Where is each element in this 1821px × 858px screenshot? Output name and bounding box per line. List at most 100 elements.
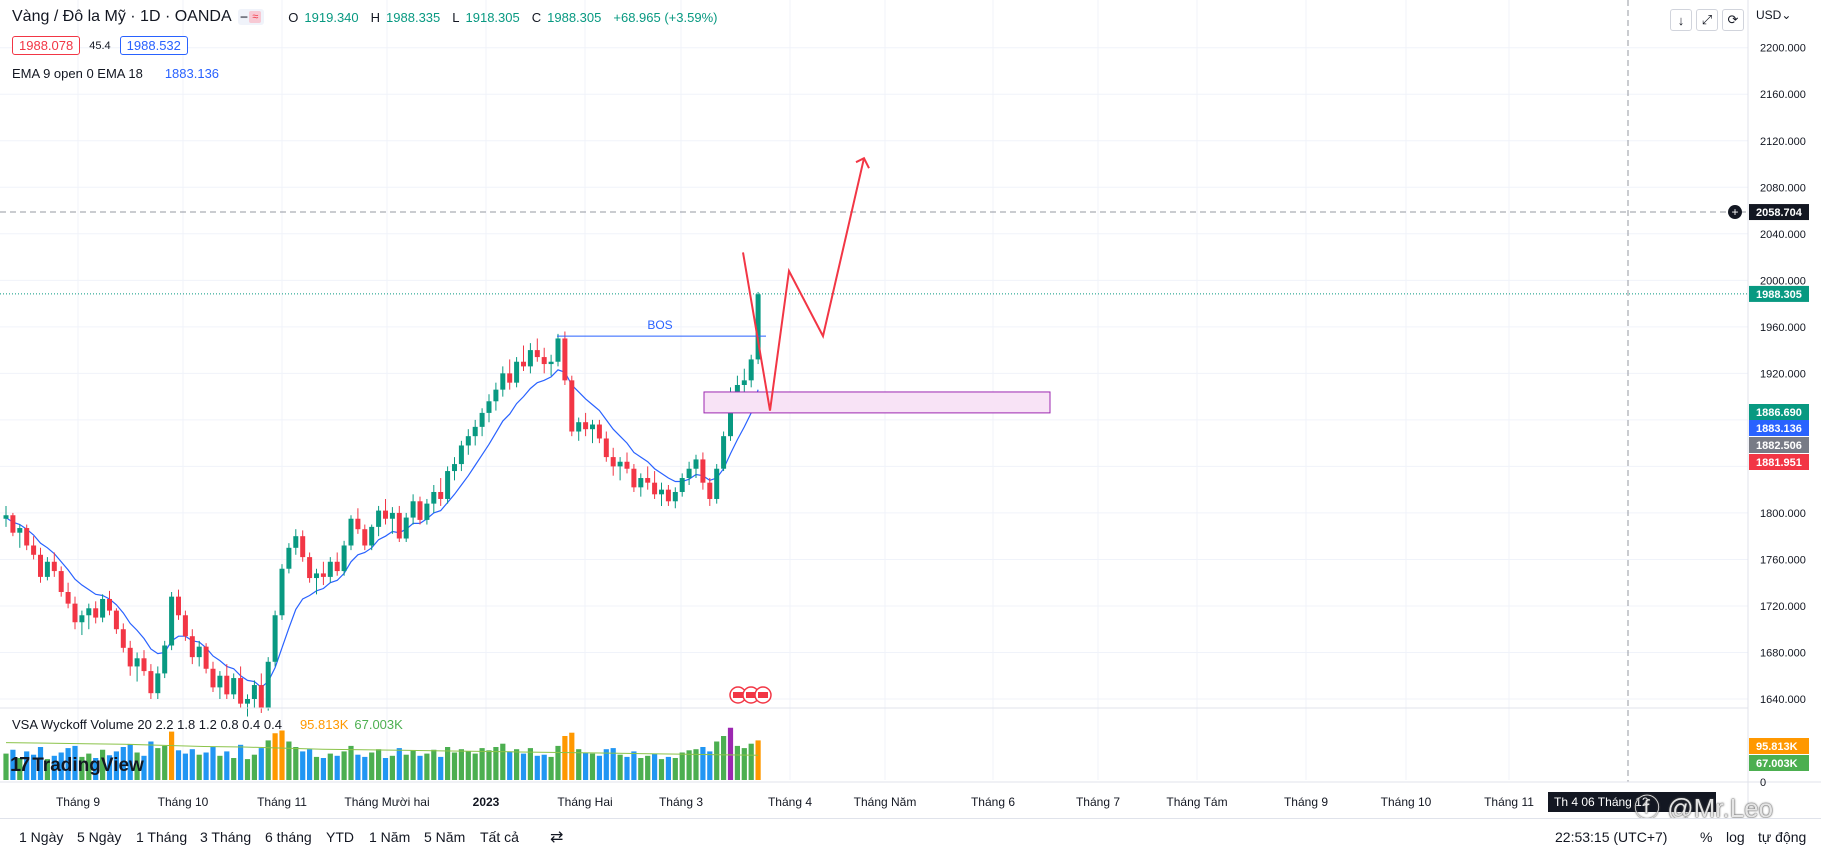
- volume-bar: [24, 751, 30, 780]
- volume-bar: [465, 751, 471, 780]
- range-3m[interactable]: 3 Tháng: [200, 829, 252, 845]
- log-toggle[interactable]: log: [1726, 829, 1745, 845]
- price-tag-label: 1881.951: [1756, 457, 1802, 469]
- price-tag-label: 1883.136: [1756, 423, 1802, 435]
- arrow-down-icon[interactable]: ↓: [1670, 9, 1692, 31]
- candle-body: [79, 615, 85, 623]
- vsa-value-1: 95.813K: [299, 717, 349, 732]
- y-tick-label: 1760.000: [1760, 554, 1806, 566]
- candle-body: [583, 422, 589, 430]
- candle-body: [645, 478, 651, 483]
- volume-bar: [31, 754, 37, 780]
- percent-toggle[interactable]: %: [1700, 829, 1713, 845]
- legend-toggle[interactable]: ━ ≈: [237, 9, 265, 25]
- reset-icon[interactable]: ⟳: [1722, 9, 1744, 31]
- price-tag-bg: [1749, 285, 1809, 302]
- change-value: +68.965 (+3.59%): [613, 9, 718, 25]
- volume-bar: [445, 747, 451, 780]
- candle-body: [665, 489, 671, 502]
- volume-bar: [300, 751, 306, 780]
- volume-bar: [734, 745, 740, 780]
- sell-price[interactable]: 1988.078: [12, 36, 81, 55]
- add-alert-circle: [1728, 205, 1742, 220]
- candle-body: [548, 361, 554, 365]
- y-tick-label: 2120.000: [1760, 136, 1806, 148]
- volume-bar: [106, 755, 113, 780]
- candle-body: [224, 675, 230, 695]
- candle-body: [631, 468, 637, 488]
- economic-event-icon[interactable]: [754, 686, 772, 704]
- candle-body: [617, 461, 623, 467]
- candle-body: [141, 658, 147, 672]
- buy-price[interactable]: 1988.532: [119, 36, 188, 55]
- volume-bar: [431, 749, 437, 780]
- candle-body: [700, 459, 706, 483]
- candle-body: [686, 468, 692, 479]
- candle-body: [334, 561, 340, 572]
- price-tag-bg: [1749, 437, 1809, 453]
- volume-bar: [479, 748, 485, 780]
- candle-body: [638, 478, 644, 488]
- range-all[interactable]: Tất cả: [480, 829, 519, 845]
- candle-body: [362, 529, 368, 546]
- price-tag-label: 1886.690: [1756, 407, 1802, 419]
- volume-bar: [348, 745, 354, 780]
- candle-body: [693, 459, 699, 469]
- volume-bar: [417, 755, 423, 780]
- x-tick-label: Tháng Hai: [557, 795, 612, 809]
- volume-bar: [341, 751, 347, 780]
- candle-body: [590, 424, 595, 430]
- x-tick-label: Tháng 9: [56, 795, 100, 809]
- y-tick-label: 1800.000: [1760, 508, 1806, 520]
- volume-bar: [507, 751, 513, 780]
- volume-bar: [514, 749, 520, 780]
- candle-body: [555, 338, 561, 362]
- volume-bar: [369, 752, 375, 780]
- range-1y[interactable]: 1 Năm: [369, 829, 411, 845]
- auto-toggle[interactable]: tự động: [1758, 829, 1807, 845]
- range-ytd[interactable]: YTD: [326, 829, 354, 845]
- compare-icon[interactable]: ⇄: [550, 829, 564, 846]
- candle-body: [86, 608, 92, 616]
- volume-bar: [610, 748, 616, 780]
- add-alert-icon[interactable]: +: [1728, 205, 1742, 220]
- candle-body: [238, 678, 244, 704]
- candle-body: [514, 361, 520, 383]
- range-5y[interactable]: 5 Năm: [424, 829, 466, 845]
- volume-bar: [693, 749, 699, 780]
- range-5d[interactable]: 5 Ngày: [77, 829, 122, 845]
- candle-body: [479, 412, 485, 427]
- range-6m[interactable]: 6 tháng: [265, 829, 312, 845]
- x-tick-label: Tháng 11: [1484, 795, 1534, 809]
- drawings: [557, 156, 1051, 704]
- spread-value: 45.4: [89, 39, 111, 52]
- volume-bar: [548, 756, 554, 780]
- chart-grid: [0, 0, 1748, 782]
- expand-icon[interactable]: ⤢: [1696, 9, 1718, 31]
- range-1m[interactable]: 1 Tháng: [136, 829, 188, 845]
- volume-bar: [44, 759, 50, 780]
- volume-legend[interactable]: VSA Wyckoff Volume 20 2.2 1.8 1.2 0.8 0.…: [12, 717, 403, 732]
- clock[interactable]: 22:53:15 (UTC+7): [1555, 829, 1668, 845]
- price-chart[interactable]: 1640.000 1680.000 1720.000 1760.000 1800.000…: [0, 0, 1821, 818]
- tradingview-wordmark: TradingView: [32, 754, 144, 776]
- currency-selector[interactable]: USD⌄: [1756, 8, 1792, 22]
- crosshair-date: Th 4 06 Tháng 12: [1554, 795, 1649, 809]
- hide-icon[interactable]: ━: [240, 11, 248, 24]
- wave-icon[interactable]: ≈: [249, 11, 262, 23]
- volume-bar: [327, 753, 333, 780]
- volume-bar: [293, 747, 299, 780]
- volume-bar: [652, 753, 658, 780]
- tradingview-logo[interactable]: 17 TradingView: [10, 754, 144, 777]
- candle-body: [65, 592, 71, 604]
- symbol-title[interactable]: Vàng / Đô la Mỹ · 1D · OANDA: [12, 8, 232, 25]
- range-1d[interactable]: 1 Ngày: [19, 829, 64, 845]
- volume-bar: [555, 745, 561, 780]
- volume-bar: [541, 754, 547, 780]
- ema-legend[interactable]: EMA 9 open 0 EMA 18 1883.136: [12, 66, 219, 81]
- volume-bar: [272, 733, 278, 780]
- volume-bar: [755, 740, 761, 780]
- y-tick-label: 2080.000: [1760, 182, 1806, 194]
- volume-bar: [210, 747, 216, 780]
- volume-bar: [562, 736, 568, 780]
